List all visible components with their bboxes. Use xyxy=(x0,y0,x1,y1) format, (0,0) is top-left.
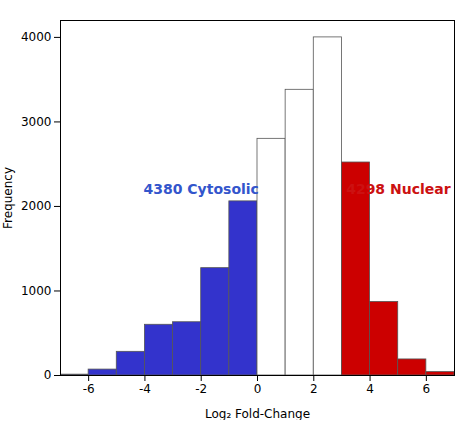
svg-text:-4: -4 xyxy=(139,382,151,396)
svg-text:6: 6 xyxy=(423,382,431,396)
svg-text:2: 2 xyxy=(310,382,318,396)
svg-text:3000: 3000 xyxy=(21,115,52,129)
svg-text:4: 4 xyxy=(366,382,374,396)
svg-text:4380 Cytosolic: 4380 Cytosolic xyxy=(144,181,259,197)
svg-text:-2: -2 xyxy=(195,382,207,396)
svg-text:2000: 2000 xyxy=(21,199,52,213)
svg-text:4000: 4000 xyxy=(21,30,52,44)
svg-text:Log₂ Fold-Change: Log₂ Fold-Change xyxy=(205,407,310,421)
svg-text:0: 0 xyxy=(44,368,52,382)
svg-text:4298 Nuclear: 4298 Nuclear xyxy=(346,181,451,197)
svg-text:Frequency: Frequency xyxy=(1,167,15,229)
svg-text:1000: 1000 xyxy=(21,284,52,298)
svg-text:0: 0 xyxy=(254,382,262,396)
svg-text:-6: -6 xyxy=(83,382,95,396)
